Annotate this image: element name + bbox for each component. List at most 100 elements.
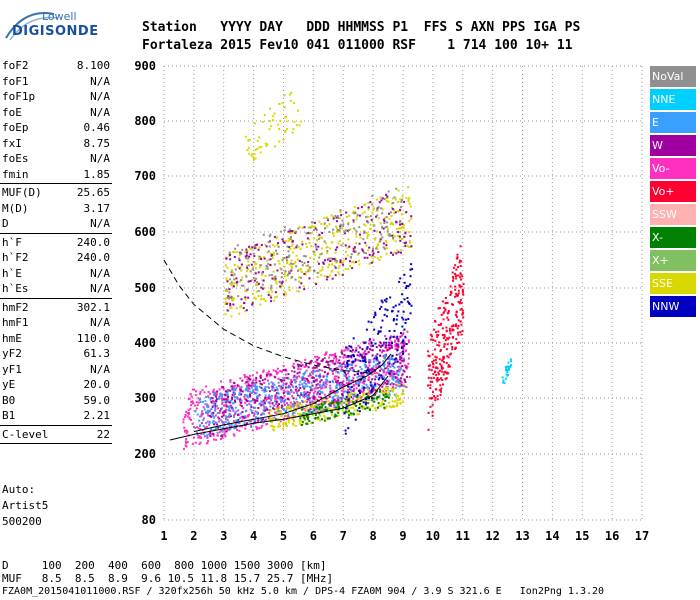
echo-point (403, 358, 406, 361)
echo-point (335, 385, 338, 388)
echo-point (230, 315, 233, 318)
param-name: foF2 (2, 59, 29, 72)
echo-point (299, 248, 302, 251)
echo-point (456, 327, 459, 330)
echo-point (436, 380, 439, 383)
echo-point (367, 373, 370, 376)
echo-point (200, 422, 203, 425)
echo-point (380, 403, 383, 406)
echo-point (401, 325, 404, 328)
echo-point (393, 329, 396, 332)
echo-point (324, 409, 327, 412)
echo-point (252, 156, 255, 159)
echo-point (278, 280, 281, 283)
echo-point (331, 263, 334, 266)
echo-point (387, 369, 390, 372)
echo-point (245, 254, 248, 257)
echo-point (284, 398, 287, 401)
echo-point (246, 385, 249, 388)
echo-point (366, 385, 369, 388)
legend-item: X+ (650, 250, 696, 271)
echo-point (362, 237, 365, 240)
echo-point (291, 422, 294, 425)
echo-point (439, 363, 442, 366)
echo-point (371, 220, 374, 223)
param-row: yF1 N/A (0, 362, 112, 378)
echo-point (457, 289, 460, 292)
echo-point (226, 392, 229, 395)
echo-point (252, 414, 255, 417)
echo-point (352, 401, 355, 404)
echo-point (240, 385, 243, 388)
echo-point (318, 395, 321, 398)
echo-point (436, 395, 439, 398)
echo-point (362, 378, 365, 381)
echo-point (347, 238, 350, 241)
echo-point (445, 377, 448, 380)
echo-point (291, 417, 294, 420)
echo-point (459, 320, 462, 323)
echo-point (452, 277, 455, 280)
echo-point (320, 359, 323, 362)
echo-point (397, 338, 400, 341)
echo-point (335, 400, 338, 403)
echo-point (307, 261, 310, 264)
echo-point (342, 356, 345, 359)
echo-point (383, 407, 386, 410)
echo-point (350, 253, 353, 256)
echo-point (300, 424, 303, 427)
echo-point (244, 415, 247, 418)
echo-point (397, 189, 400, 192)
echo-point (284, 270, 287, 273)
echo-point (342, 405, 345, 408)
echo-point (238, 267, 241, 270)
echo-point (385, 215, 388, 218)
echo-point (391, 201, 394, 204)
echo-point (287, 384, 290, 387)
echo-point (447, 365, 450, 368)
echo-point (305, 400, 308, 403)
echo-point (269, 107, 272, 110)
echo-point (397, 345, 400, 348)
echo-point (365, 383, 368, 386)
echo-point (207, 433, 210, 436)
echo-point (268, 274, 271, 277)
echo-point (372, 208, 375, 211)
echo-point (273, 296, 276, 299)
param-name: foEs (2, 152, 29, 165)
echo-point (348, 385, 351, 388)
echo-point (300, 271, 303, 274)
echo-point (392, 335, 395, 338)
echo-point (377, 372, 380, 375)
param-row: h`Es N/A (0, 281, 112, 297)
echo-point (402, 332, 405, 335)
echo-point (228, 415, 231, 418)
echo-point (280, 282, 283, 285)
echo-point (348, 400, 351, 403)
echo-point (334, 214, 337, 217)
echo-point (254, 416, 257, 419)
echo-point (314, 411, 317, 414)
echo-point (386, 379, 389, 382)
echo-point (292, 405, 295, 408)
echo-point (336, 379, 339, 382)
echo-point (449, 352, 452, 355)
echo-point (261, 283, 264, 286)
echo-point (230, 385, 233, 388)
echo-point (359, 398, 362, 401)
echo-point (252, 158, 255, 161)
echo-point (400, 357, 403, 360)
echo-point (375, 356, 378, 359)
echo-point (367, 320, 370, 323)
echo-point (329, 247, 332, 250)
echo-point (455, 323, 458, 326)
echo-point (394, 395, 397, 398)
echo-point (302, 376, 305, 379)
echo-point (346, 365, 349, 368)
echo-point (264, 419, 267, 422)
echo-point (317, 390, 320, 393)
echo-point (225, 408, 228, 411)
echo-point (219, 393, 222, 396)
echo-point (259, 382, 262, 385)
param-value: 302.1 (76, 300, 110, 314)
